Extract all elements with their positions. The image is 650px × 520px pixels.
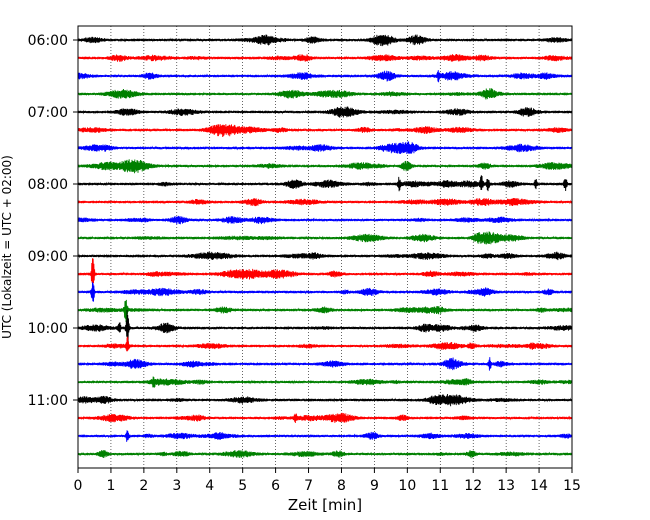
trace-07:15 <box>77 124 573 137</box>
trace-10:15 <box>77 336 573 352</box>
trace-06:30 <box>77 70 573 83</box>
x-tick-label: 2 <box>139 478 148 494</box>
trace-08:45 <box>77 231 573 245</box>
trace-07:30 <box>77 141 573 154</box>
y-tick-label: 11:00 <box>28 393 68 409</box>
x-tick-label: 0 <box>74 478 83 494</box>
trace-09:45 <box>77 299 573 323</box>
y-tick-label: 10:00 <box>28 321 68 337</box>
x-tick-label: 8 <box>337 478 346 494</box>
x-tick-label: 10 <box>398 478 416 494</box>
x-tick-label: 9 <box>370 478 379 494</box>
trace-09:30 <box>77 282 573 302</box>
x-tick-label: 6 <box>271 478 280 494</box>
trace-09:00 <box>77 251 573 261</box>
trace-10:45 <box>77 376 573 388</box>
x-tick-label: 1 <box>106 478 115 494</box>
trace-11:30 <box>77 430 573 442</box>
x-tick-label: 7 <box>304 478 313 494</box>
x-tick-label: 3 <box>172 478 181 494</box>
x-axis: 0 1 2 3 4 5 6 7 8 9 10 11 12 13 14 15 <box>74 468 581 494</box>
trace-07:00 <box>77 106 573 118</box>
y-tick-label: 08:00 <box>28 177 68 193</box>
trace-10:30 <box>77 357 573 371</box>
trace-10:00 <box>77 309 573 347</box>
y-axis: 06:00 07:00 08:00 09:00 10:00 11:00 <box>28 33 78 409</box>
x-tick-label: 14 <box>530 478 548 494</box>
x-axis-title: Zeit [min] <box>288 496 362 514</box>
x-tick-label: 11 <box>431 478 449 494</box>
x-tick-label: 12 <box>464 478 482 494</box>
trace-06:15 <box>77 54 573 62</box>
trace-07:45 <box>77 159 573 174</box>
y-tick-label: 06:00 <box>28 33 68 49</box>
y-tick-label: 07:00 <box>28 105 68 121</box>
trace-11:15 <box>77 412 573 424</box>
trace-06:00 <box>77 34 573 47</box>
y-axis-title: UTC (Lokalzeit = UTC + 02:00) <box>0 155 14 339</box>
x-tick-label: 4 <box>205 478 214 494</box>
x-tick-label: 13 <box>497 478 515 494</box>
trace-11:45 <box>77 450 573 459</box>
trace-08:15 <box>77 197 573 207</box>
trace-08:30 <box>77 215 573 225</box>
trace-11:00 <box>77 393 573 407</box>
trace-08:00 <box>77 175 573 192</box>
x-tick-label: 5 <box>238 478 247 494</box>
y-tick-label: 09:00 <box>28 249 68 265</box>
trace-09:15 <box>77 258 573 287</box>
x-tick-label: 15 <box>563 478 581 494</box>
trace-group <box>77 34 573 459</box>
plot-frame <box>77 25 573 469</box>
trace-06:45 <box>77 88 573 100</box>
